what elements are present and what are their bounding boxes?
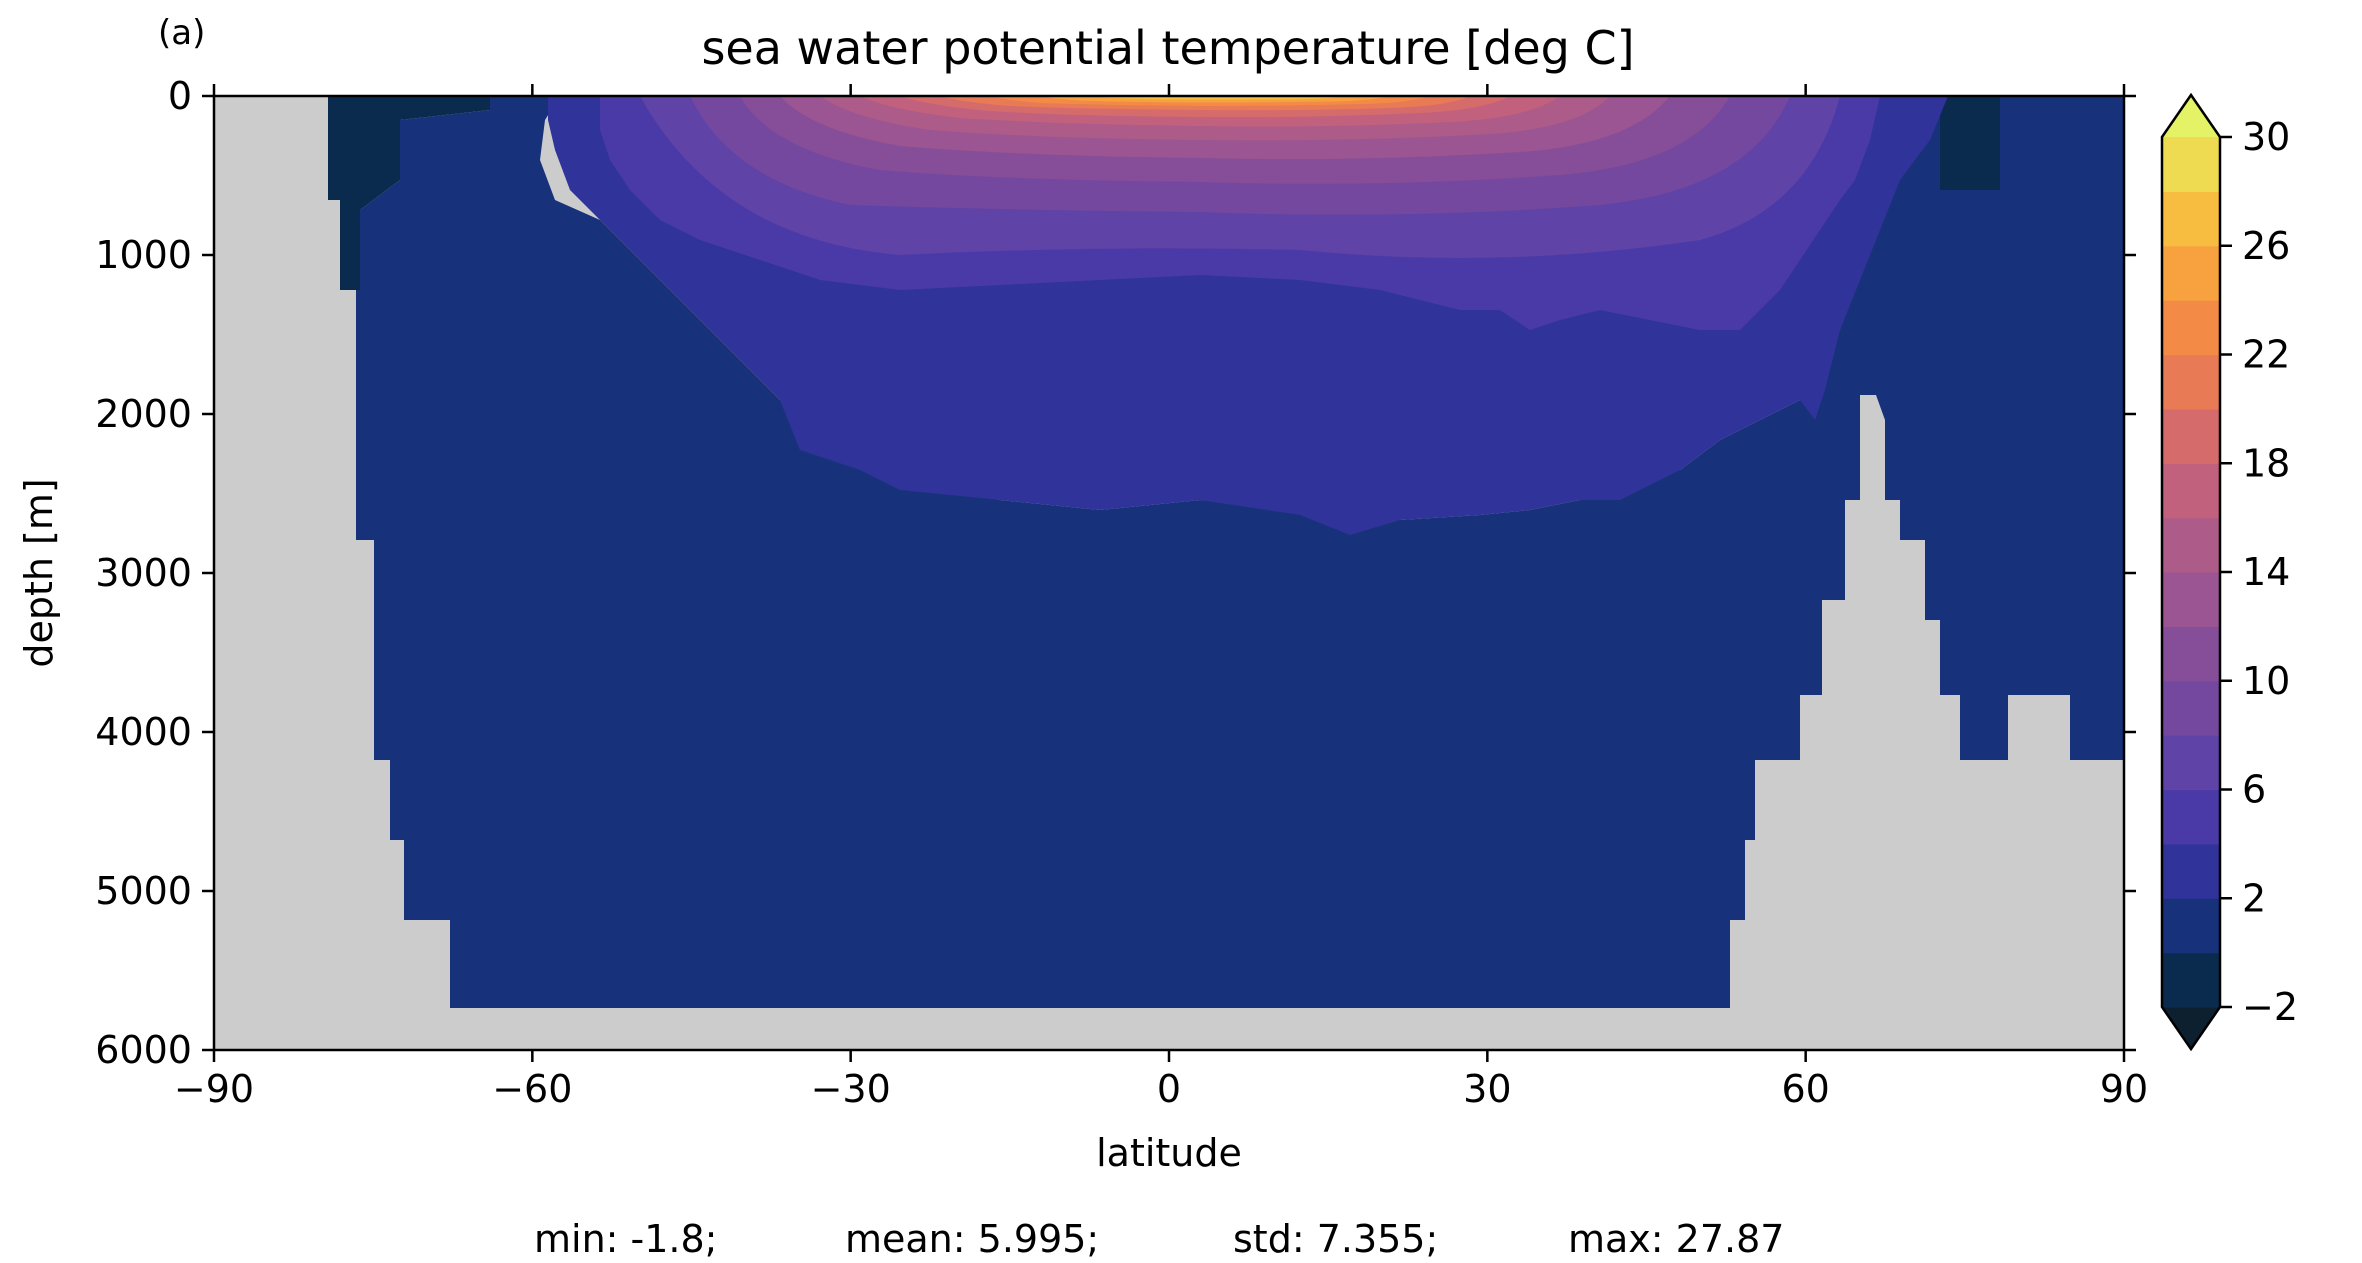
y-tick-label: 4000 (95, 710, 192, 754)
colorbar-segment (2162, 952, 2220, 1008)
x-tick-label: 0 (1157, 1067, 1181, 1111)
plot-area (214, 96, 2124, 1050)
colorbar-segment (2162, 626, 2220, 682)
colorbar-segment (2162, 245, 2220, 301)
colorbar-tick-label: 14 (2242, 550, 2290, 594)
colorbar-segment (2162, 735, 2220, 791)
colorbar-tick-label: 10 (2242, 659, 2290, 703)
x-tick-label: 60 (1781, 1067, 1829, 1111)
colorbar-segment (2162, 137, 2220, 192)
colorbar-segment (2162, 191, 2220, 247)
stat-mean: mean: 5.995; (845, 1217, 1099, 1261)
land-south (214, 96, 2124, 1050)
colorbar-segment (2162, 463, 2220, 519)
x-tick-label: −60 (492, 1067, 572, 1111)
y-axis: 0 1000 2000 3000 4000 5000 6000 (95, 74, 2136, 1072)
colorbar-tick-label: 2 (2242, 876, 2266, 920)
x-axis-label: latitude (1096, 1131, 1242, 1175)
x-axis: −90 −60 −30 0 30 60 90 (174, 84, 2148, 1111)
y-tick-label: 1000 (95, 233, 192, 277)
colorbar-tick-label: 6 (2242, 768, 2266, 812)
y-tick-label: 5000 (95, 869, 192, 913)
band-0-2 (214, 96, 2124, 1050)
stat-std: std: 7.355; (1233, 1217, 1438, 1261)
colorbar-segment (2162, 517, 2220, 573)
y-tick-label: 3000 (95, 551, 192, 595)
panel-label: (a) (158, 13, 205, 53)
colorbar-tick-label: 26 (2242, 224, 2290, 268)
colorbar-tick-label: 30 (2242, 115, 2290, 159)
colorbar-extend-over (2162, 95, 2220, 137)
x-tick-label: −30 (811, 1067, 891, 1111)
colorbar-tick-label: −2 (2242, 985, 2298, 1029)
x-tick-label: 90 (2100, 1067, 2148, 1111)
colorbar-segment (2162, 300, 2220, 356)
colorbar-tick-label: 22 (2242, 333, 2290, 377)
colorbar-segment (2162, 408, 2220, 464)
x-tick-label: 30 (1463, 1067, 1511, 1111)
y-axis-label: depth [m] (17, 478, 61, 667)
stat-max: max: 27.87 (1568, 1217, 1784, 1261)
y-tick-label: 6000 (95, 1028, 192, 1072)
colorbar-segment (2162, 843, 2220, 899)
stat-min: min: -1.8; (534, 1217, 718, 1261)
colorbar-segment (2162, 898, 2220, 954)
y-tick-label: 2000 (95, 392, 192, 436)
colorbar-extend-under (2162, 1007, 2220, 1049)
colorbar-segment (2162, 789, 2220, 845)
y-tick-label: 0 (168, 74, 192, 118)
x-tick-label: −90 (174, 1067, 254, 1111)
colorbar-tick-label: 18 (2242, 441, 2290, 485)
chart-title: sea water potential temperature [deg C] (701, 21, 1634, 75)
colorbar-segment (2162, 354, 2220, 410)
colorbar-segment (2162, 680, 2220, 736)
colorbar-segment (2162, 572, 2220, 627)
band-minus2-0-south-surface (328, 96, 490, 290)
stats-footer: min: -1.8; mean: 5.995; std: 7.355; max:… (534, 1217, 1784, 1261)
